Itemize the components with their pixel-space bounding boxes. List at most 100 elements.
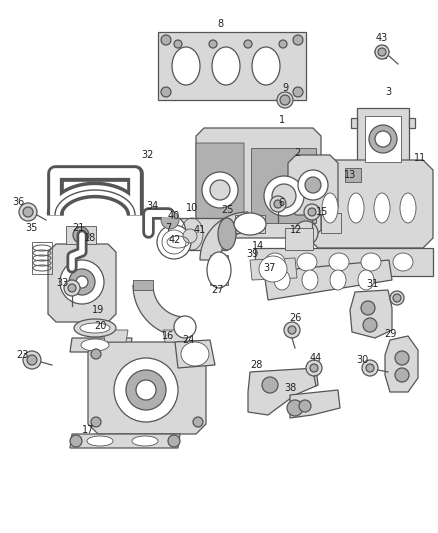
Text: 39: 39 — [246, 249, 258, 259]
Text: 26: 26 — [289, 313, 301, 323]
Polygon shape — [196, 128, 321, 238]
Polygon shape — [251, 148, 316, 223]
Polygon shape — [357, 108, 409, 170]
Circle shape — [395, 351, 409, 365]
Text: 20: 20 — [94, 321, 106, 331]
Circle shape — [390, 291, 404, 305]
Circle shape — [262, 377, 278, 393]
Text: 35: 35 — [26, 223, 38, 233]
Circle shape — [136, 380, 156, 400]
Circle shape — [183, 229, 197, 243]
Circle shape — [272, 184, 296, 208]
Ellipse shape — [374, 193, 390, 223]
Circle shape — [284, 322, 300, 338]
Polygon shape — [163, 330, 188, 342]
Ellipse shape — [218, 218, 236, 250]
Ellipse shape — [302, 270, 318, 290]
Circle shape — [60, 260, 104, 304]
Ellipse shape — [259, 256, 287, 282]
Text: 38: 38 — [284, 383, 296, 393]
Ellipse shape — [207, 252, 231, 288]
Text: 34: 34 — [146, 201, 158, 211]
Polygon shape — [351, 118, 357, 128]
Circle shape — [375, 131, 391, 147]
Text: 44: 44 — [310, 353, 322, 363]
Text: 15: 15 — [316, 207, 328, 217]
Ellipse shape — [265, 253, 285, 271]
Ellipse shape — [361, 253, 381, 271]
Text: 10: 10 — [186, 203, 198, 213]
Ellipse shape — [234, 213, 266, 235]
Bar — [285, 228, 313, 250]
Polygon shape — [48, 244, 116, 322]
Polygon shape — [210, 255, 228, 285]
Polygon shape — [200, 212, 248, 260]
Text: 37: 37 — [264, 263, 276, 273]
Ellipse shape — [274, 270, 290, 290]
Text: 14: 14 — [252, 241, 264, 251]
Polygon shape — [103, 330, 128, 342]
Text: 12: 12 — [290, 225, 302, 235]
Polygon shape — [321, 213, 341, 233]
Ellipse shape — [80, 323, 110, 333]
Text: 17: 17 — [82, 425, 94, 435]
Ellipse shape — [172, 47, 200, 85]
Circle shape — [280, 95, 290, 105]
Polygon shape — [177, 218, 227, 250]
Circle shape — [91, 349, 101, 359]
Circle shape — [202, 172, 238, 208]
Text: 33: 33 — [56, 278, 68, 288]
Circle shape — [270, 196, 286, 212]
Circle shape — [73, 227, 89, 243]
Text: 3: 3 — [385, 87, 391, 97]
Polygon shape — [296, 180, 308, 200]
Circle shape — [168, 435, 180, 447]
Bar — [345, 168, 361, 182]
Ellipse shape — [322, 193, 338, 223]
Ellipse shape — [212, 47, 240, 85]
Ellipse shape — [74, 319, 116, 337]
Text: 36: 36 — [12, 197, 24, 207]
Circle shape — [293, 35, 303, 45]
Ellipse shape — [297, 253, 317, 271]
Circle shape — [375, 45, 389, 59]
Polygon shape — [175, 340, 215, 368]
Circle shape — [126, 370, 166, 410]
Ellipse shape — [132, 436, 158, 446]
Ellipse shape — [181, 342, 209, 366]
Circle shape — [161, 211, 179, 229]
Ellipse shape — [168, 218, 186, 250]
Circle shape — [361, 301, 375, 315]
Circle shape — [393, 294, 401, 302]
Bar — [365, 116, 401, 162]
Circle shape — [277, 92, 293, 108]
Ellipse shape — [358, 270, 374, 290]
Circle shape — [297, 185, 307, 195]
Circle shape — [293, 87, 303, 97]
Ellipse shape — [330, 270, 346, 290]
Circle shape — [209, 40, 217, 48]
Text: 27: 27 — [212, 285, 224, 295]
Circle shape — [288, 326, 296, 334]
Circle shape — [161, 87, 171, 97]
Polygon shape — [133, 280, 153, 290]
Text: 2: 2 — [294, 148, 300, 158]
Text: 16: 16 — [162, 331, 174, 341]
Text: 9: 9 — [282, 83, 288, 93]
Polygon shape — [88, 342, 206, 434]
Ellipse shape — [348, 193, 364, 223]
Text: 31: 31 — [366, 279, 378, 289]
Polygon shape — [158, 32, 306, 100]
Text: 7: 7 — [165, 223, 171, 233]
Circle shape — [91, 417, 101, 427]
Circle shape — [76, 276, 88, 288]
Ellipse shape — [252, 47, 280, 85]
Circle shape — [27, 355, 37, 365]
Text: 40: 40 — [168, 211, 180, 221]
Circle shape — [369, 125, 397, 153]
Circle shape — [23, 351, 41, 369]
Polygon shape — [264, 260, 392, 300]
Polygon shape — [248, 368, 318, 415]
Polygon shape — [180, 317, 190, 337]
Text: 25: 25 — [222, 205, 234, 215]
